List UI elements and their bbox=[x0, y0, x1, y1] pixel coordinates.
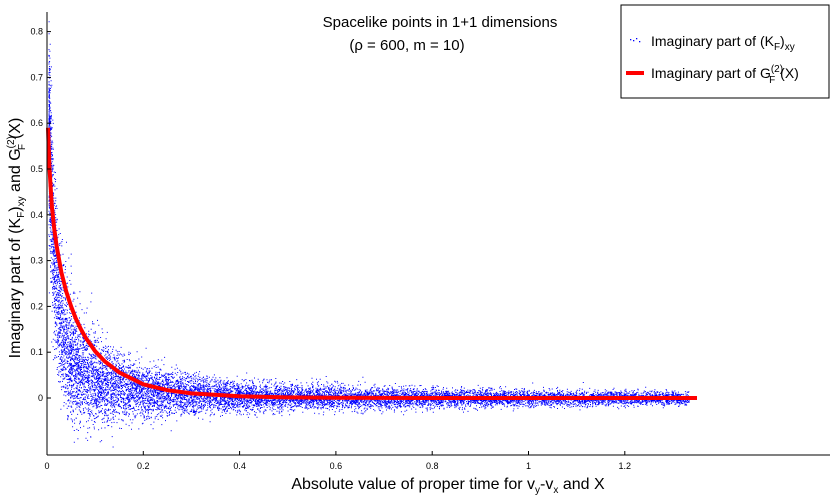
y-axis-label-a: Imaginary part of (K bbox=[7, 217, 24, 358]
x-tick-label: 1 bbox=[526, 461, 531, 471]
x-axis-label-sub2: x bbox=[553, 485, 558, 496]
legend-label-scatter: Imaginary part of (KF)xy bbox=[651, 33, 795, 53]
x-tick-label: 1.2 bbox=[619, 461, 632, 471]
y-tick-label: 0.6 bbox=[30, 118, 43, 128]
x-tick-label: 0.4 bbox=[233, 461, 246, 471]
y-axis-label-f: (2) bbox=[6, 136, 17, 148]
y-tick-label: 0.4 bbox=[30, 210, 43, 220]
x-axis-label-end: and X bbox=[558, 476, 605, 493]
y-axis-label-c: ) bbox=[7, 206, 24, 211]
y-axis-label-d: xy bbox=[16, 196, 27, 206]
y-tick-label: 0.2 bbox=[30, 301, 43, 311]
y-tick-label: 0.5 bbox=[30, 164, 43, 174]
legend-box bbox=[620, 4, 830, 99]
legend: Imaginary part of (KF)xy Imaginary part … bbox=[620, 4, 830, 99]
y-axis-label: Imaginary part of (KF)xy and G(2)F(X) bbox=[6, 118, 28, 359]
y-axis-label-e: and G bbox=[7, 148, 24, 196]
legend-label-line: Imaginary part of G(2) F (X) bbox=[651, 64, 799, 86]
tick-labels: 0 0.2 0.4 0.6 0.8 1 1.2 0 0.1 0.2 0.3 0.4 0.5 0.6 0.7 0… bbox=[30, 27, 631, 471]
y-axis-label-g: F bbox=[17, 144, 28, 150]
y-axis-label-b: F bbox=[16, 212, 27, 218]
y-axis-label-h: (X) bbox=[7, 118, 24, 139]
x-axis-label: Absolute value of proper time for vy-vx … bbox=[291, 476, 605, 496]
x-tick-label: 0.8 bbox=[426, 461, 439, 471]
axes bbox=[46, 12, 830, 456]
y-tick-label: 0.8 bbox=[30, 27, 43, 37]
y-tick-label: 0.7 bbox=[30, 72, 43, 82]
chart-subtitle: (ρ = 600, m = 10) bbox=[349, 37, 464, 54]
x-axis-label-sub1: y bbox=[535, 485, 540, 496]
x-axis-label-main: Absolute value of proper time for v bbox=[291, 476, 535, 493]
legend-marker-scatter bbox=[630, 38, 641, 43]
y-tick-label: 0.1 bbox=[30, 347, 43, 357]
y-tick-label: 0.3 bbox=[30, 256, 43, 266]
x-tick-label: 0 bbox=[44, 461, 49, 471]
x-tick-label: 0.6 bbox=[330, 461, 343, 471]
y-tick-label: 0 bbox=[38, 393, 43, 403]
x-axis-label-mid: -v bbox=[540, 476, 553, 493]
series-line-imaginary-part-g bbox=[46, 127, 697, 400]
x-tick-label: 0.2 bbox=[137, 461, 150, 471]
chart-title: Spacelike points in 1+1 dimensions bbox=[323, 14, 558, 31]
